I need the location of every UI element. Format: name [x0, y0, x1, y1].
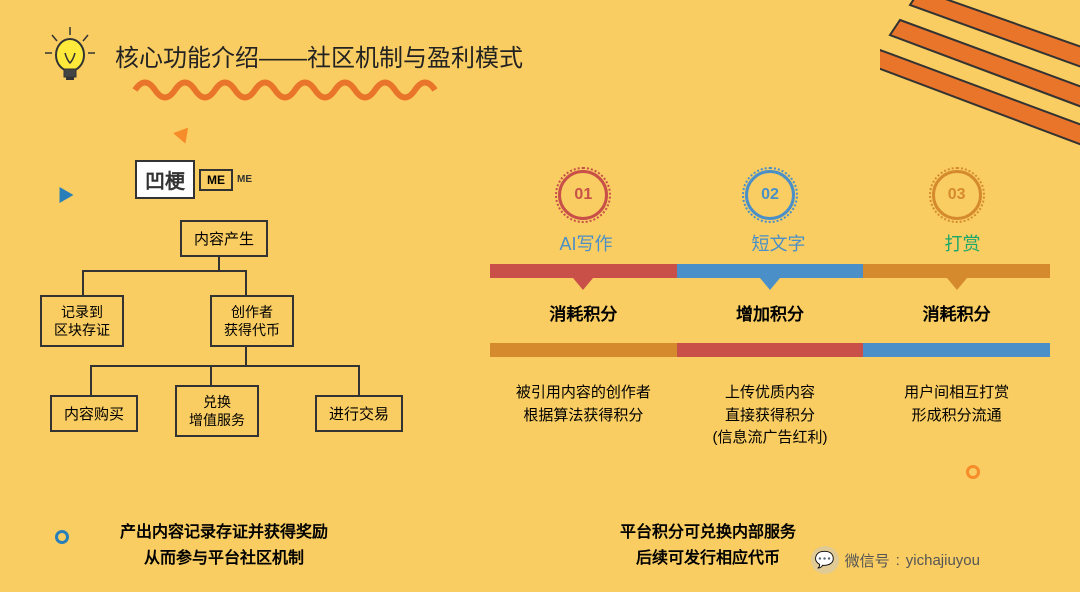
- tree-node: 记录到 区块存证: [40, 295, 124, 347]
- point-label: 增加积分: [736, 300, 804, 325]
- badge-01: 01: [558, 170, 608, 220]
- tree-node: 内容产生: [180, 220, 268, 257]
- pointer-icon: [760, 278, 780, 290]
- wechat-icon: 💬: [811, 546, 839, 574]
- right-footer-note: 平台积分可兑换内部服务 后续可发行相应代币: [620, 520, 796, 571]
- note-line: 后续可发行相应代币: [620, 546, 796, 572]
- triangle-deco: [173, 128, 193, 147]
- col-desc: 被引用内容的创作者 根据算法获得积分: [491, 382, 676, 450]
- flowchart: 内容产生 记录到 区块存证 创作者 获得代币 内容购买 兑换 增值服务 进行交易: [30, 210, 430, 490]
- col-desc: 用户间相互打赏 形成积分流通: [864, 382, 1049, 450]
- badge-02: 02: [745, 170, 795, 220]
- col-label: 短文字: [751, 230, 805, 256]
- color-bar: [490, 264, 1050, 278]
- col-label: 打赏: [944, 230, 980, 256]
- pointer-icon: [573, 278, 593, 290]
- tree-node: 进行交易: [315, 395, 403, 432]
- logo-text: 凹梗: [135, 160, 195, 199]
- tree-node: 内容购买: [50, 395, 138, 432]
- triangle-deco: [53, 187, 74, 207]
- logo: 凹梗 ME ME: [135, 160, 252, 199]
- pointer-icon: [947, 278, 967, 290]
- note-line: 从而参与平台社区机制: [120, 546, 328, 572]
- badge-03: 03: [932, 170, 982, 220]
- corner-stripes: [880, 0, 1080, 150]
- wechat-label: 微信号: [845, 550, 890, 571]
- circle-deco: [55, 530, 69, 544]
- note-line: 产出内容记录存证并获得奖励: [120, 520, 328, 546]
- lightbulb-icon: [40, 25, 100, 85]
- left-footer-note: 产出内容记录存证并获得奖励 从而参与平台社区机制: [120, 520, 328, 571]
- logo-tag: ME: [199, 169, 233, 191]
- point-label: 消耗积分: [923, 300, 991, 325]
- tree-node: 兑换 增值服务: [175, 385, 259, 437]
- wechat-id: yichajiuyou: [906, 552, 980, 569]
- note-line: 平台积分可兑换内部服务: [620, 520, 796, 546]
- col-desc: 上传优质内容 直接获得积分 (信息流广告红利): [678, 382, 863, 450]
- tree-node: 创作者 获得代币: [210, 295, 294, 347]
- logo-small: ME: [237, 174, 252, 185]
- col-label: AI写作: [559, 230, 612, 256]
- page-title: 核心功能介绍——社区机制与盈利模式: [115, 38, 523, 73]
- point-label: 消耗积分: [549, 300, 617, 325]
- points-diagram: 01 02 03 AI写作 短文字 打赏 消耗积分 增加积分 消耗积分 被引用内…: [490, 170, 1050, 450]
- spiral-divider: [130, 75, 450, 105]
- wechat-watermark: 💬 微信号: yichajiuyou: [811, 546, 980, 574]
- color-bar: [490, 343, 1050, 357]
- circle-deco: [966, 465, 980, 479]
